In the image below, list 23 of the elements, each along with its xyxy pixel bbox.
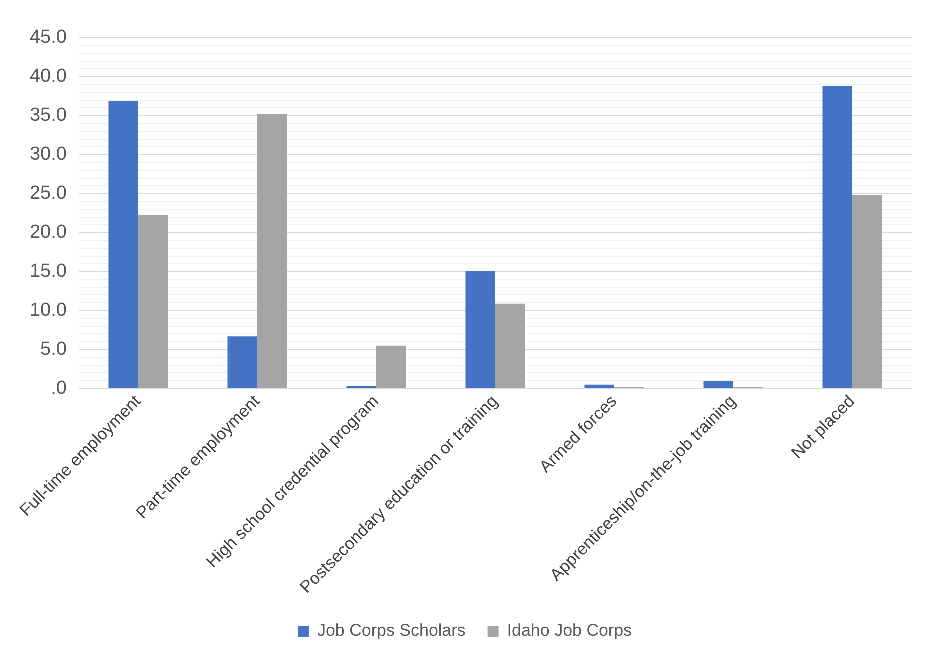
bar (584, 384, 614, 388)
bar (138, 214, 168, 388)
y-tick-label: 45.0 (30, 27, 67, 48)
y-tick-label: 20.0 (30, 222, 67, 244)
y-tick-label: 35.0 (30, 105, 67, 126)
bar (495, 304, 526, 388)
bar (376, 346, 406, 388)
y-tick-label: 40.0 (30, 66, 67, 88)
y-tick-label: 30.0 (30, 144, 67, 166)
bar (822, 86, 852, 388)
y-tick-label: 5.0 (40, 339, 67, 360)
bar (228, 336, 258, 388)
bar (466, 271, 496, 388)
y-tick-label: 10.0 (30, 300, 67, 322)
y-tick-label: .0 (51, 378, 67, 400)
legend-label: Job Corps Scholars (317, 621, 466, 640)
bar (704, 381, 734, 388)
bar (257, 114, 288, 388)
y-tick-label: 15.0 (30, 261, 67, 282)
bar (108, 101, 138, 388)
y-tick-label: 25.0 (30, 183, 67, 204)
bar (852, 195, 882, 388)
legend-label: Idaho Job Corps (507, 621, 632, 640)
